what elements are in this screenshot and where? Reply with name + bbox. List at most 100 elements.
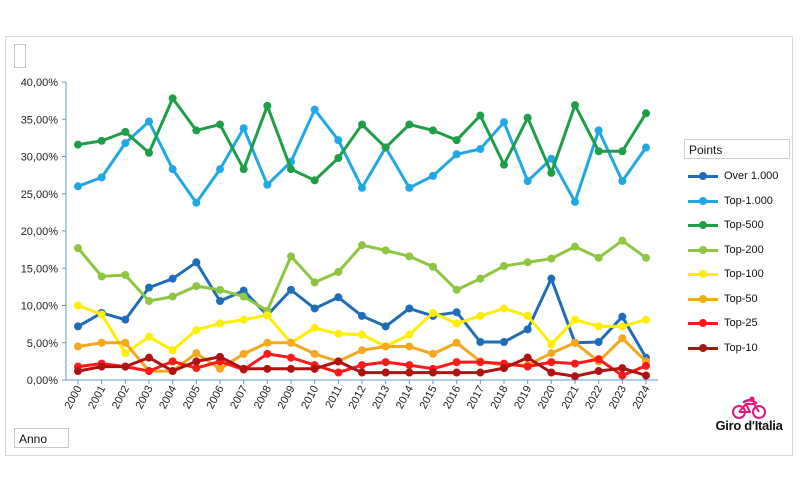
data-point	[523, 353, 532, 362]
data-point	[263, 101, 272, 110]
data-point	[571, 197, 579, 206]
data-point	[523, 325, 532, 334]
data-point	[310, 176, 319, 185]
legend-swatch	[688, 294, 718, 304]
data-point	[74, 182, 82, 191]
data-point	[97, 362, 106, 371]
x-tick-label: 2007	[228, 384, 250, 411]
data-point	[405, 361, 414, 370]
data-point	[476, 145, 485, 154]
data-point	[476, 338, 485, 347]
y-tick-label: 10,00%	[21, 301, 59, 313]
data-point	[287, 165, 295, 174]
data-point	[358, 330, 366, 339]
data-point	[642, 371, 650, 380]
data-point	[642, 315, 650, 324]
legend-swatch	[688, 171, 718, 181]
x-tick-label: 2011	[323, 384, 345, 411]
x-tick-label: 2020	[536, 384, 558, 411]
data-point	[429, 171, 437, 180]
data-point	[121, 127, 130, 136]
data-point	[334, 293, 343, 302]
data-point	[547, 154, 556, 163]
data-point	[310, 364, 319, 373]
data-point	[192, 198, 201, 207]
series-line-top-500	[77, 96, 648, 182]
data-point	[476, 111, 485, 120]
data-point	[97, 272, 106, 281]
data-point	[618, 371, 627, 380]
data-point	[310, 349, 319, 358]
data-point	[310, 278, 319, 287]
data-point	[571, 338, 579, 347]
data-point	[594, 355, 603, 364]
data-point	[263, 364, 272, 373]
data-point	[145, 283, 153, 292]
x-axis: 2000 2001 2002 2003 2004 2005 2006 2007 2008 2009…	[63, 379, 658, 411]
data-point	[405, 183, 414, 192]
data-point	[405, 368, 414, 377]
x-tick-label: 2024	[631, 384, 653, 411]
data-point	[452, 150, 461, 159]
data-point	[287, 252, 295, 261]
legend-swatch	[688, 245, 718, 255]
legend-title[interactable]: Points	[684, 139, 790, 159]
series-top-10	[74, 352, 650, 381]
data-point	[97, 338, 106, 347]
data-point	[476, 358, 485, 367]
data-point	[287, 353, 295, 362]
data-point	[429, 349, 437, 358]
data-point	[523, 177, 532, 186]
data-point	[476, 368, 485, 377]
data-point	[145, 148, 153, 157]
data-point	[405, 120, 414, 129]
legend-label: Top-10	[724, 341, 758, 354]
legend-swatch	[688, 343, 718, 353]
data-point	[594, 322, 603, 331]
data-point	[192, 364, 201, 373]
x-tick-label: 2001	[86, 384, 108, 411]
data-point	[571, 242, 579, 251]
data-point	[452, 319, 461, 328]
y-tick-label: 20,00%	[21, 226, 59, 238]
data-point	[523, 311, 532, 320]
data-point	[523, 362, 532, 371]
data-point	[358, 368, 366, 377]
data-point	[547, 274, 556, 283]
data-point	[263, 180, 272, 189]
data-point	[334, 357, 343, 366]
series-top-200	[74, 236, 650, 315]
y-tick-label: 15,00%	[21, 263, 59, 275]
cyclist-icon	[732, 396, 766, 419]
data-point	[618, 322, 627, 331]
data-point	[429, 262, 437, 271]
data-point	[594, 338, 603, 347]
legend-item-top-200: Top-200	[688, 238, 778, 263]
legend-swatch	[688, 318, 718, 328]
data-point	[168, 346, 177, 355]
data-point	[334, 368, 343, 377]
data-point	[192, 357, 201, 366]
data-point	[381, 246, 390, 255]
data-point	[121, 338, 130, 347]
data-point	[239, 165, 248, 174]
data-point	[145, 297, 153, 306]
legend-swatch	[688, 196, 718, 206]
x-tick-label: 2000	[63, 384, 85, 411]
data-point	[618, 236, 627, 245]
chart-title-placeholder[interactable]	[14, 44, 26, 68]
data-point	[547, 358, 556, 367]
data-point	[547, 340, 556, 349]
data-point	[642, 361, 650, 370]
y-tick-label: 25,00%	[21, 189, 59, 201]
data-point	[168, 367, 177, 376]
data-point	[216, 352, 224, 361]
x-tick-label: 2006	[205, 384, 227, 411]
data-point	[168, 94, 177, 103]
y-tick-label: 30,00%	[21, 152, 59, 164]
x-axis-field-button[interactable]: Anno	[14, 428, 69, 448]
data-point	[97, 310, 106, 319]
data-point	[571, 101, 579, 110]
x-tick-label: 2013	[370, 384, 392, 411]
